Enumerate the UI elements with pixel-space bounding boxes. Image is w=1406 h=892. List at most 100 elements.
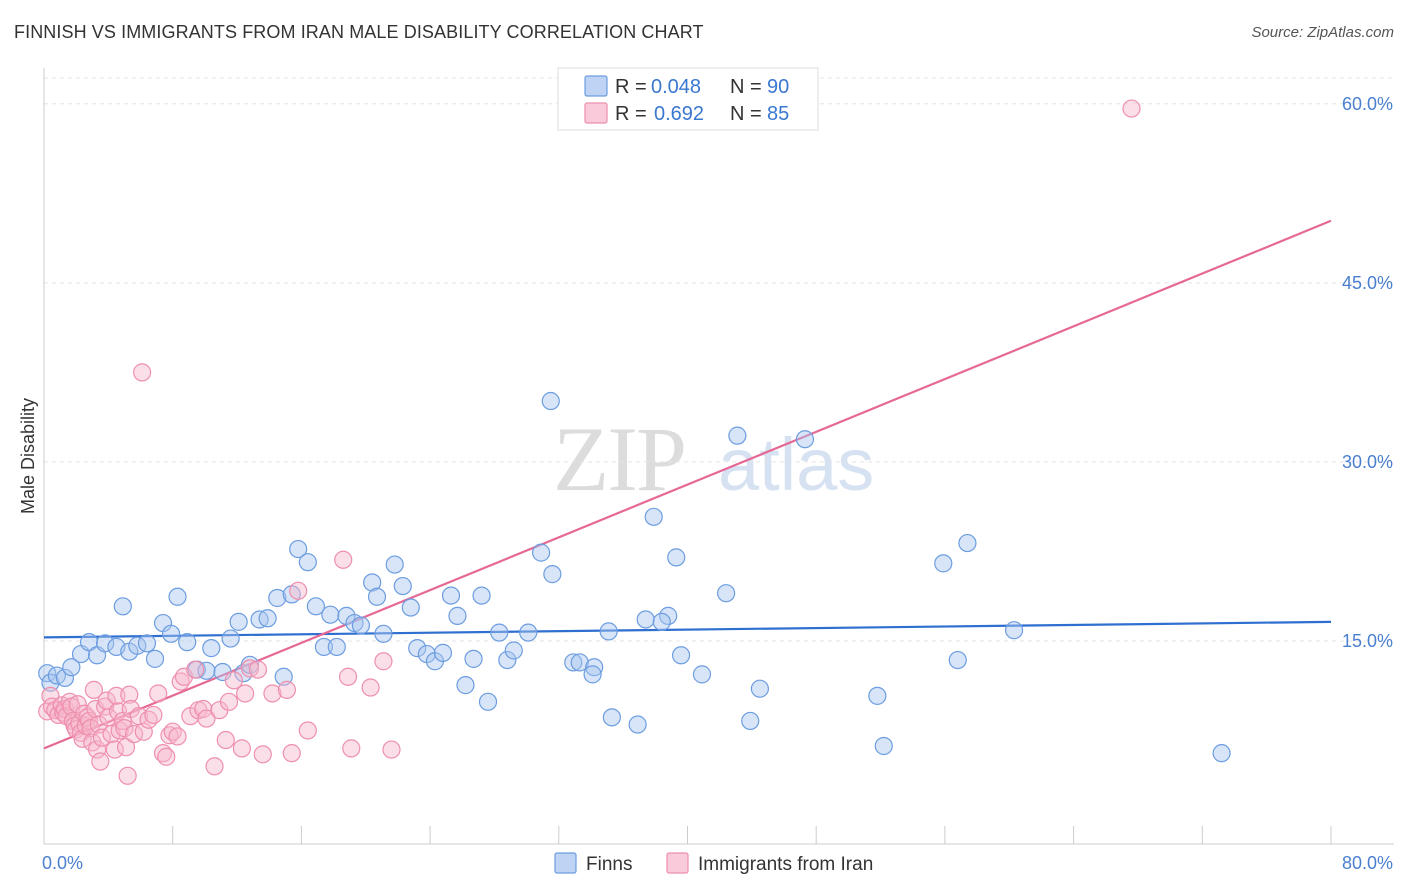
finns-point-63: [541, 391, 560, 411]
finns-point-79: [728, 426, 747, 445]
grid-lines: [44, 77, 1394, 642]
iran-point-40: [116, 738, 136, 757]
finns-point-70: [628, 715, 647, 734]
iran-point-62: [197, 709, 216, 728]
finns-point-61: [532, 543, 551, 562]
iran-point-79: [338, 667, 358, 686]
iran-point-78: [334, 550, 353, 569]
iran-point-34: [105, 740, 124, 759]
finns-point-59: [504, 641, 523, 660]
finns-point-3: [55, 668, 75, 688]
finns-point-46: [401, 598, 420, 617]
series-legend-iran-swatch: [666, 852, 689, 874]
iran-point-77: [298, 721, 317, 740]
iran-point-84: [1122, 99, 1141, 118]
finns-point-71: [636, 610, 655, 629]
finns-point-13: [137, 634, 157, 653]
finns-point-64: [564, 653, 583, 672]
axes: [43, 68, 1394, 845]
finns-point-18: [178, 633, 197, 652]
finns-point-36: [321, 605, 340, 624]
finns-point-34: [306, 597, 325, 616]
finns-point-77: [692, 665, 712, 684]
finns-point-57: [490, 623, 509, 642]
finns-point-8: [96, 634, 115, 653]
iran-point-50: [149, 684, 168, 703]
iran-point-57: [174, 667, 194, 686]
finns-point-50: [433, 643, 453, 662]
y-tick-label-0: 15.0%: [1342, 631, 1393, 651]
finns-point-51: [441, 586, 461, 605]
iran-point-14: [68, 695, 87, 714]
iran-point-61: [194, 699, 213, 719]
legend-iran-r-label: R =: [615, 103, 647, 125]
iran-point-46: [133, 363, 152, 382]
finns-point-60: [519, 623, 538, 642]
finns-point-32: [289, 539, 308, 559]
iran-point-37: [110, 721, 129, 740]
finns-point-40: [351, 616, 371, 635]
series-legend-finns-swatch: [554, 852, 577, 874]
iran-point-35: [107, 686, 126, 705]
finns-point-89: [1212, 744, 1231, 763]
finns-point-37: [327, 637, 346, 657]
iran-point-42: [120, 685, 139, 704]
finns-point-85: [934, 554, 953, 573]
finns-point-58: [498, 650, 517, 670]
finns-point-66: [585, 658, 604, 677]
legend-iran-r-value: 0.692: [654, 103, 704, 125]
finns-point-17: [168, 587, 187, 606]
finns-point-47: [408, 639, 427, 658]
finns-point-75: [667, 548, 686, 567]
finns-point-74: [652, 612, 671, 631]
finns-point-43: [374, 624, 393, 643]
iran-point-41: [118, 766, 137, 785]
legend: R = 0.048 N = 90 R = 0.692 N = 85: [557, 67, 819, 131]
legend-finns-r-label: R =: [615, 76, 647, 98]
iran-point-69: [235, 684, 255, 703]
iran-point-83: [382, 740, 401, 759]
legend-iran-n-label: N =: [730, 103, 762, 125]
legend-iran-n-value: 85: [767, 103, 789, 125]
finns-point-81: [750, 679, 769, 698]
finns-point-35: [314, 637, 334, 657]
iran-point-82: [374, 652, 393, 671]
iran-point-75: [282, 744, 301, 763]
finns-point-69: [602, 708, 621, 727]
iran-point-55: [168, 727, 187, 746]
iran-point-73: [263, 684, 282, 703]
iran-point-74: [277, 680, 297, 699]
x-tick-labels: 0.0% 80.0%: [42, 853, 1393, 873]
series-legend-iran-label: Immigrants from Iran: [698, 854, 873, 875]
legend-finns-n-label: N =: [730, 76, 762, 98]
finns-point-4: [62, 658, 81, 677]
finns-point-1: [41, 673, 60, 692]
finns-point-80: [741, 711, 760, 731]
finns-point-54: [464, 649, 483, 668]
iran-point-72: [253, 745, 272, 764]
finns-point-42: [367, 587, 387, 606]
finns-point-65: [570, 653, 589, 672]
iran-point-80: [342, 739, 361, 758]
finns-point-72: [644, 507, 663, 526]
finns-point-62: [543, 565, 562, 584]
finns-point-14: [145, 649, 165, 668]
finns-point-21: [202, 639, 221, 658]
iran-point-26: [87, 740, 107, 759]
finns-point-87: [958, 533, 977, 553]
finns-point-83: [868, 686, 887, 705]
iran-point-63: [205, 757, 224, 776]
finns-point-44: [385, 555, 404, 574]
finns-point-78: [717, 584, 736, 603]
finns-point-6: [79, 633, 99, 652]
y-axis-label: Male Disability: [18, 398, 38, 514]
finns-point-67: [583, 665, 602, 684]
iran-point-68: [232, 739, 251, 758]
watermark-atlas: atlas: [718, 423, 874, 506]
finns-point-84: [874, 736, 893, 756]
iran-trend-line: [43, 219, 1332, 750]
iran-point-24: [84, 680, 103, 699]
iran-point-39: [115, 718, 134, 738]
iran-point-66: [219, 692, 239, 711]
